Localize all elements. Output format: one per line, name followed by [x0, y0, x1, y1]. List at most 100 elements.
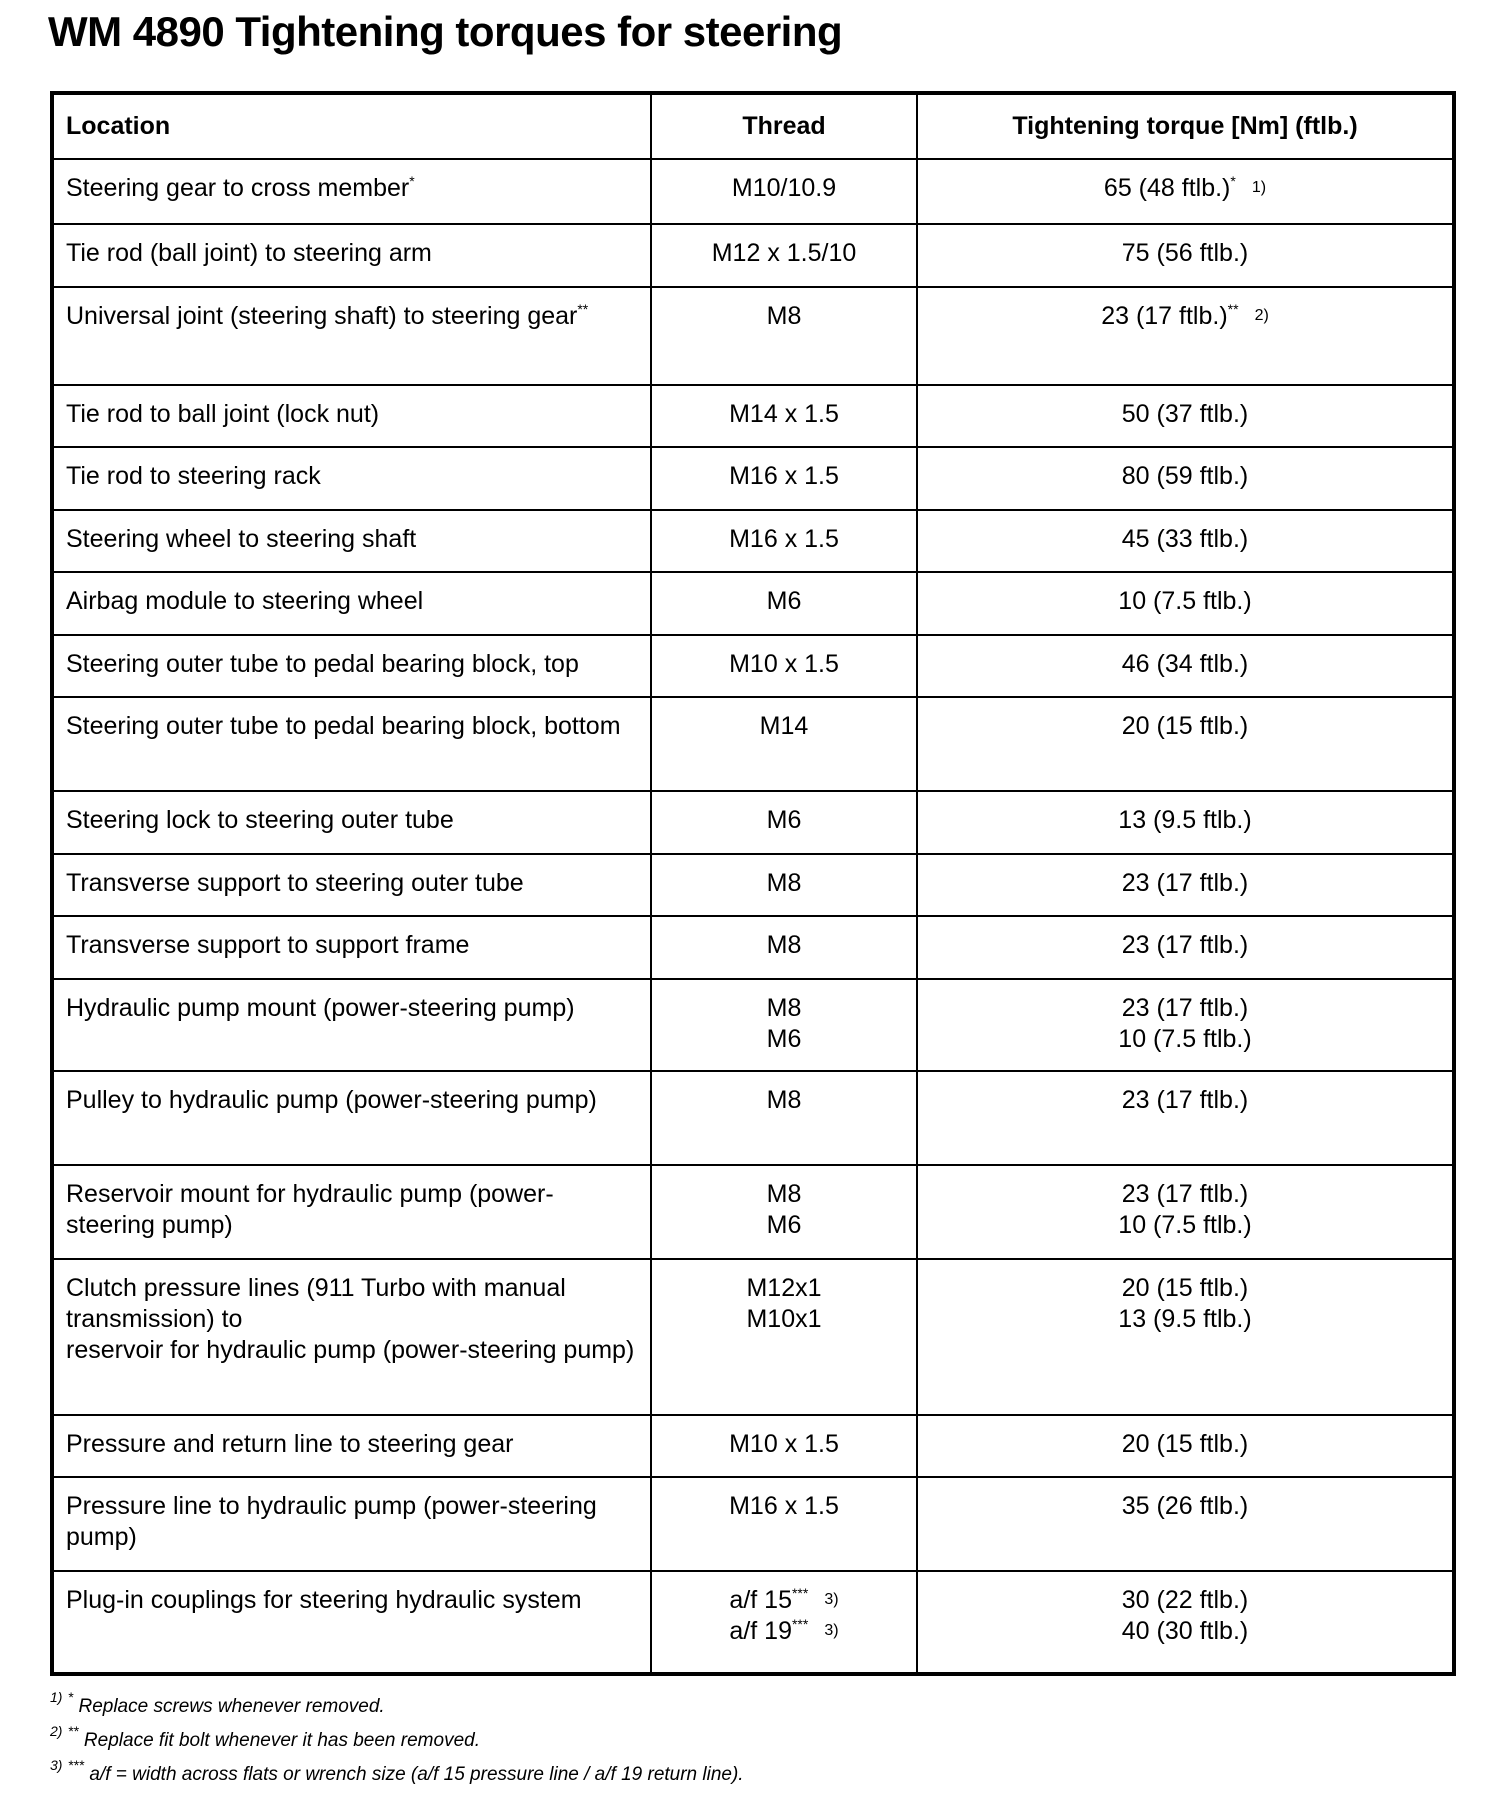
title: WM 4890 Tightening torques for steering: [48, 8, 843, 55]
table-cell: 20 (15 ftlb.) 13 (9.5 ftlb.): [916, 1258, 1455, 1416]
cell-line: Steering wheel to steering shaft: [66, 525, 417, 553]
header-row: Location Thread Tightening torque [Nm] (ft…: [51, 92, 1455, 160]
cell-line: M16 x 1.5: [729, 462, 839, 490]
table-cell: M8: [650, 1070, 918, 1166]
table-row: Transverse support to steering outer tub…: [51, 853, 1455, 917]
column-header: Thread: [650, 92, 918, 160]
table-cell: M8 M6: [650, 978, 918, 1072]
footnote-mark: ***: [67, 1757, 85, 1773]
table-row: Pressure and return line to steering gea…: [51, 1414, 1455, 1478]
cell-line: M16 x 1.5: [729, 1492, 839, 1520]
table-cell: 65 (48 ftlb.)* 1): [916, 158, 1455, 225]
cell-line: M6: [766, 1211, 802, 1239]
table-cell: 50 (37 ftlb.): [916, 384, 1455, 448]
table-cell: 30 (22 ftlb.) 40 (30 ftlb.): [916, 1570, 1455, 1675]
table-cell: Steering wheel to steering shaft: [51, 509, 652, 573]
cell-line: a/f 15*** 3): [664, 1585, 904, 1616]
footnote-number: 2): [50, 1723, 63, 1739]
cell-line: 35 (26 ftlb.): [1121, 1492, 1249, 1520]
table-cell: Universal joint (steering shaft) to stee…: [51, 286, 652, 386]
cell-line: Pressure and return line to steering gea…: [66, 1430, 514, 1458]
table-cell: 80 (59 ftlb.): [916, 446, 1455, 511]
cell-line: Steering gear to cross member*: [66, 173, 638, 204]
cell-text: a/f 19: [729, 1617, 792, 1645]
table-cell: M16 x 1.5: [650, 446, 918, 511]
cell-line: 65 (48 ftlb.)* 1): [930, 173, 1440, 204]
footnote-ref: 3): [824, 1622, 839, 1639]
table-cell: Plug-in couplings for steering hydraulic…: [51, 1570, 652, 1675]
cell-line: a/f 19*** 3): [664, 1616, 904, 1647]
table-cell: 23 (17 ftlb.) 10 (7.5 ftlb.): [916, 978, 1455, 1072]
cell-line: 75 (56 ftlb.): [1121, 239, 1249, 267]
footnote: 3) *** a/f = width across flats or wrenc…: [50, 1758, 744, 1798]
table-cell: a/f 15*** 3) a/f 19*** 3): [650, 1570, 918, 1675]
cell-line: 23 (17 ftlb.): [1121, 869, 1249, 897]
table-row: Plug-in couplings for steering hydraulic…: [51, 1570, 1455, 1675]
cell-line: Airbag module to steering wheel: [66, 587, 424, 615]
footnote-number: 1): [50, 1689, 63, 1705]
cell-line: Reservoir mount for hydraulic pump (powe…: [66, 1180, 554, 1239]
cell-line: Steering lock to steering outer tube: [66, 806, 454, 834]
table-cell: M8: [650, 286, 918, 386]
cell-line: M6: [766, 806, 802, 834]
table-cell: Steering gear to cross member*: [51, 158, 652, 225]
table-row: Transverse support to support frame M8 23 …: [51, 915, 1455, 980]
cell-line: 50 (37 ftlb.): [1121, 400, 1249, 428]
table-cell: 23 (17 ftlb.)** 2): [916, 286, 1455, 386]
table-cell: M6: [650, 790, 918, 855]
table-cell: Airbag module to steering wheel: [51, 571, 652, 636]
cell-line: M8: [766, 1180, 802, 1208]
cell-line: M8: [766, 931, 802, 959]
table-row: Reservoir mount for hydraulic pump (powe…: [51, 1164, 1455, 1260]
table-cell: Steering outer tube to pedal bearing blo…: [51, 696, 652, 792]
table-cell: M10/10.9: [650, 158, 918, 225]
table-cell: M8 M6: [650, 1164, 918, 1260]
cell-line: Tie rod to ball joint (lock nut): [66, 400, 380, 428]
table-cell: M10 x 1.5: [650, 1414, 918, 1478]
cell-line: M12 x 1.5/10: [711, 239, 857, 267]
footnote-number: 3): [50, 1757, 63, 1773]
table-cell: M12 x 1.5/10: [650, 223, 918, 288]
cell-text: Universal joint (steering shaft) to stee…: [66, 302, 578, 330]
table-row: Steering outer tube to pedal bearing blo…: [51, 696, 1455, 792]
cell-line: Steering outer tube to pedal bearing blo…: [66, 650, 579, 678]
footnote-text: Replace fit bolt whenever it has been re…: [83, 1730, 480, 1751]
table-cell: 45 (33 ftlb.): [916, 509, 1455, 573]
table-cell: 20 (15 ftlb.): [916, 1414, 1455, 1478]
table-cell: 20 (15 ftlb.): [916, 696, 1455, 792]
table-cell: M16 x 1.5: [650, 1476, 918, 1572]
footnote-text: a/f = width across flats or wrench size …: [89, 1764, 744, 1785]
cell-line: M10 x 1.5: [729, 1430, 839, 1458]
cell-line: Clutch pressure lines (911 Turbo with ma…: [66, 1274, 566, 1333]
table-row: Pulley to hydraulic pump (power-steering…: [51, 1070, 1455, 1166]
column-header: Tightening torque [Nm] (ftlb.): [916, 92, 1455, 160]
cell-line: M6: [766, 587, 802, 615]
table-row: Pressure line to hydraulic pump (power-s…: [51, 1476, 1455, 1572]
table-cell: Pulley to hydraulic pump (power-steering…: [51, 1070, 652, 1166]
cell-text: 65 (48 ftlb.): [1103, 174, 1231, 202]
table-row: Steering lock to steering outer tube M6 13…: [51, 790, 1455, 855]
cell-line: M10 x 1.5: [729, 650, 839, 678]
table-cell: Reservoir mount for hydraulic pump (powe…: [51, 1164, 652, 1260]
cell-line: 20 (15 ftlb.): [1121, 1430, 1249, 1458]
footnote-text: Replace screws whenever removed.: [78, 1696, 385, 1717]
table-cell: 75 (56 ftlb.): [916, 223, 1455, 288]
cell-line: M8: [766, 869, 802, 897]
cell-text: Steering gear to cross member: [66, 174, 410, 202]
footnote-mark: *: [1230, 173, 1236, 189]
footnote-ref: 1): [1251, 179, 1267, 196]
cell-line: 23 (17 ftlb.): [1121, 1086, 1249, 1114]
cell-line: Universal joint (steering shaft) to stee…: [66, 301, 638, 332]
table-cell: 13 (9.5 ftlb.): [916, 790, 1455, 855]
cell-line: 40 (30 ftlb.): [1121, 1617, 1249, 1645]
cell-line: 23 (17 ftlb.): [1121, 994, 1249, 1022]
footnote-mark: **: [1227, 301, 1239, 317]
cell-line: 23 (17 ftlb.): [1121, 1180, 1249, 1208]
cell-line: M14 x 1.5: [729, 400, 839, 428]
cell-line: M8: [766, 994, 802, 1022]
cell-line: Hydraulic pump mount (power-steering pum…: [66, 994, 575, 1022]
table-row: Tie rod (ball joint) to steering arm M12 …: [51, 223, 1455, 288]
cell-line: M10x1: [746, 1305, 822, 1333]
cell-line: M12x1: [746, 1274, 822, 1302]
